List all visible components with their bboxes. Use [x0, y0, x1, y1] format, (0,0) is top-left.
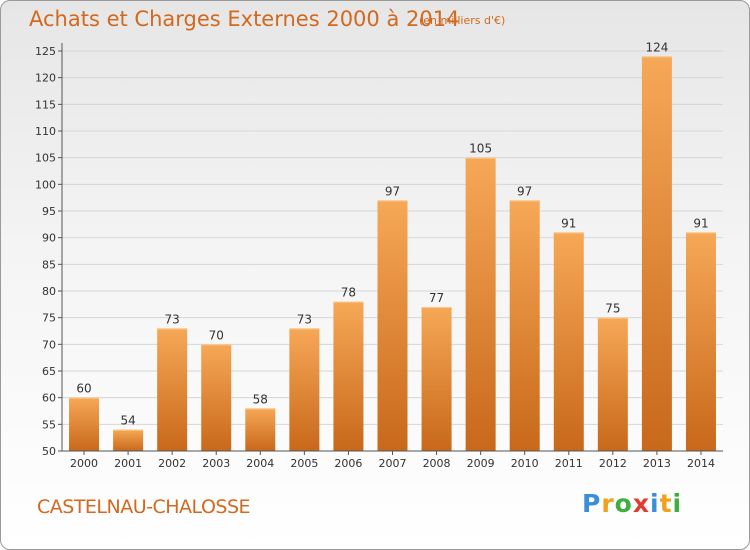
chart-unit: (en milliers d'€)	[419, 14, 506, 27]
value-label: 124	[645, 40, 668, 54]
bar-2000	[69, 397, 100, 451]
value-label: 73	[297, 312, 312, 326]
value-label: 70	[209, 328, 224, 342]
bar-2008	[421, 307, 452, 451]
value-label: 73	[165, 312, 180, 326]
proxiti-logo: Proxiti	[582, 489, 682, 518]
bar-2003	[201, 344, 232, 451]
bar-2011	[553, 232, 584, 451]
y-axis-labels: 50 55 60 65 70 75 80 85 90 95 100 105 110 115 120 125	[35, 45, 56, 458]
bar-2005	[289, 328, 320, 451]
y-tick-label: 50	[42, 445, 56, 458]
y-tick-label: 65	[42, 365, 56, 378]
x-tick-label: 2007	[379, 457, 407, 470]
y-tick-label: 110	[35, 125, 56, 138]
bar-2004	[245, 408, 276, 451]
chart-title: Achats et Charges Externes 2000 à 2014	[29, 7, 460, 31]
logo-letter: i	[650, 489, 660, 518]
x-tick-label: 2012	[599, 457, 627, 470]
x-tick-label: 2014	[687, 457, 715, 470]
value-label: 91	[561, 216, 576, 230]
x-tick-label: 2006	[334, 457, 362, 470]
value-labels: 60 54 73 70 58 73 78 97 77 105 97 91 75 124 91	[76, 40, 708, 427]
x-tick-label: 2003	[202, 457, 230, 470]
logo-letter: P	[582, 489, 602, 518]
y-tick-label: 55	[42, 418, 56, 431]
x-tick-label: 2001	[114, 457, 142, 470]
bar-2010	[509, 200, 540, 451]
bar-2013	[641, 56, 672, 451]
value-label: 78	[341, 286, 356, 300]
y-tick-label: 70	[42, 338, 56, 351]
value-label: 91	[693, 216, 708, 230]
y-tick-label: 85	[42, 258, 56, 271]
bars	[69, 56, 716, 451]
logo-letter: o	[614, 489, 633, 518]
bar-2012	[597, 317, 628, 451]
y-tick-label: 125	[35, 45, 56, 58]
x-axis-labels: 2000 2001 2002 2003 2004 2005 2006 2007 2008 2009…	[70, 457, 715, 470]
bar-2007	[377, 200, 408, 451]
bar-2006	[333, 301, 364, 451]
x-tick-label: 2005	[290, 457, 318, 470]
logo-letter: i	[672, 489, 683, 518]
x-tick-label: 2000	[70, 457, 98, 470]
value-label: 77	[429, 291, 444, 305]
bar-2014	[685, 232, 716, 451]
y-tick-label: 115	[35, 98, 56, 111]
value-label: 54	[120, 414, 135, 428]
x-tick-label: 2008	[423, 457, 451, 470]
x-tick-label: 2011	[555, 457, 583, 470]
y-tick-label: 90	[42, 232, 56, 245]
value-label: 105	[469, 142, 492, 156]
x-tick-label: 2010	[511, 457, 539, 470]
axes	[58, 43, 723, 455]
logo-letter: x	[632, 489, 650, 518]
y-tick-label: 60	[42, 392, 56, 405]
value-label: 58	[253, 392, 268, 406]
x-tick-label: 2009	[467, 457, 495, 470]
value-label: 75	[605, 302, 620, 316]
y-tick-label: 100	[35, 178, 56, 191]
bar-2001	[113, 429, 144, 451]
value-label: 97	[517, 184, 532, 198]
y-tick-label: 80	[42, 285, 56, 298]
bar-2002	[157, 328, 188, 451]
logo-letter: r	[601, 489, 615, 518]
bar-2009	[465, 157, 496, 451]
value-label: 97	[385, 184, 400, 198]
x-tick-label: 2013	[643, 457, 671, 470]
x-tick-label: 2002	[158, 457, 186, 470]
x-tick-label: 2004	[246, 457, 274, 470]
y-tick-label: 105	[35, 152, 56, 165]
y-tick-label: 120	[35, 72, 56, 85]
y-tick-label: 95	[42, 205, 56, 218]
value-label: 60	[76, 382, 91, 396]
logo-letter: t	[659, 489, 673, 518]
town-name: CASTELNAU-CHALOSSE	[37, 496, 251, 518]
y-tick-label: 75	[42, 312, 56, 325]
